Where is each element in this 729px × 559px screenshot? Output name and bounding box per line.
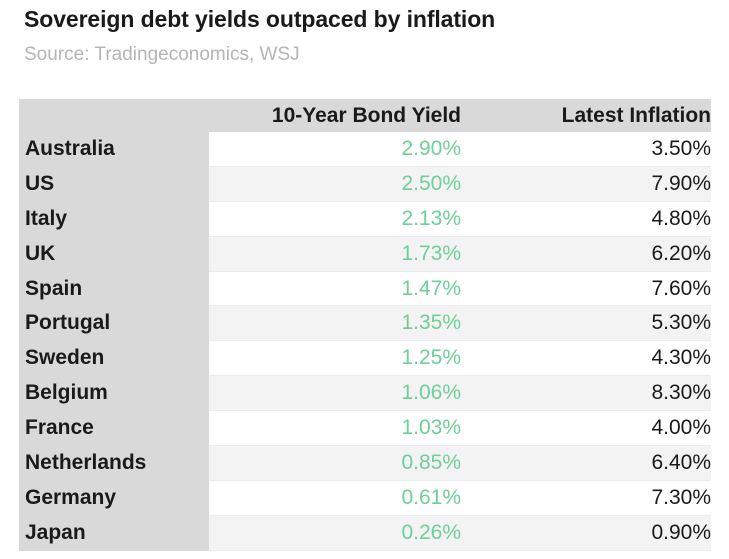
country-cell: Netherlands [19, 445, 209, 481]
country-cell: Sweden [19, 340, 209, 377]
inflation-cell: 5.30% [471, 305, 711, 342]
yield-cell: 1.35% [209, 305, 471, 342]
table-body: Australia 2.90% 3.50% US 2.50% 7.90% Italy 2.13… [19, 132, 711, 551]
inflation-cell: 7.60% [471, 271, 711, 307]
table-row: France 1.03% 4.00% [19, 410, 711, 447]
yield-cell: 0.85% [209, 445, 471, 481]
data-table: 10-Year Bond Yield Latest Inflation Aust… [19, 99, 711, 551]
table-row: UK 1.73% 6.20% [19, 236, 711, 272]
yield-cell: 0.26% [209, 515, 471, 551]
table-row: Italy 2.13% 4.80% [19, 201, 711, 237]
table-row: Spain 1.47% 7.60% [19, 271, 711, 307]
country-cell: Belgium [19, 375, 209, 412]
country-cell: UK [19, 236, 209, 272]
inflation-cell: 6.40% [471, 445, 711, 481]
yield-cell: 0.61% [209, 480, 471, 516]
table-row: Belgium 1.06% 8.30% [19, 375, 711, 412]
inflation-cell: 6.20% [471, 236, 711, 272]
inflation-cell: 3.50% [471, 132, 711, 167]
yield-cell: 1.06% [209, 375, 471, 412]
yield-cell: 1.47% [209, 271, 471, 307]
yield-cell: 2.13% [209, 201, 471, 237]
yield-cell: 1.25% [209, 340, 471, 377]
country-cell: Japan [19, 515, 209, 551]
table-row: Japan 0.26% 0.90% [19, 515, 711, 551]
country-cell: Italy [19, 201, 209, 237]
column-header-yield: 10-Year Bond Yield [209, 99, 471, 132]
inflation-cell: 4.80% [471, 201, 711, 237]
table-row: Netherlands 0.85% 6.40% [19, 445, 711, 481]
chart-title: Sovereign debt yields outpaced by inflat… [24, 6, 496, 32]
yield-cell: 1.73% [209, 236, 471, 272]
country-cell: Germany [19, 480, 209, 516]
country-cell: US [19, 166, 209, 202]
column-header-country [19, 99, 209, 132]
table-row: US 2.50% 7.90% [19, 166, 711, 202]
yield-cell: 2.50% [209, 166, 471, 202]
inflation-cell: 7.30% [471, 480, 711, 516]
inflation-cell: 4.00% [471, 410, 711, 447]
inflation-cell: 8.30% [471, 375, 711, 412]
inflation-cell: 0.90% [471, 515, 711, 551]
inflation-cell: 7.90% [471, 166, 711, 202]
table-row: Australia 2.90% 3.50% [19, 132, 711, 167]
country-cell: Portugal [19, 305, 209, 342]
table-row: Germany 0.61% 7.30% [19, 480, 711, 516]
table-header-row: 10-Year Bond Yield Latest Inflation [19, 99, 711, 132]
yield-cell: 1.03% [209, 410, 471, 447]
country-cell: France [19, 410, 209, 447]
country-cell: Spain [19, 271, 209, 307]
country-cell: Australia [19, 132, 209, 167]
table-row: Sweden 1.25% 4.30% [19, 340, 711, 377]
chart-source: Source: Tradingeconomics, WSJ [24, 44, 300, 65]
yield-cell: 2.90% [209, 132, 471, 167]
data-table-container: 10-Year Bond Yield Latest Inflation Aust… [19, 99, 711, 551]
column-header-inflation: Latest Inflation [471, 99, 711, 132]
table-row: Portugal 1.35% 5.30% [19, 305, 711, 342]
inflation-cell: 4.30% [471, 340, 711, 377]
